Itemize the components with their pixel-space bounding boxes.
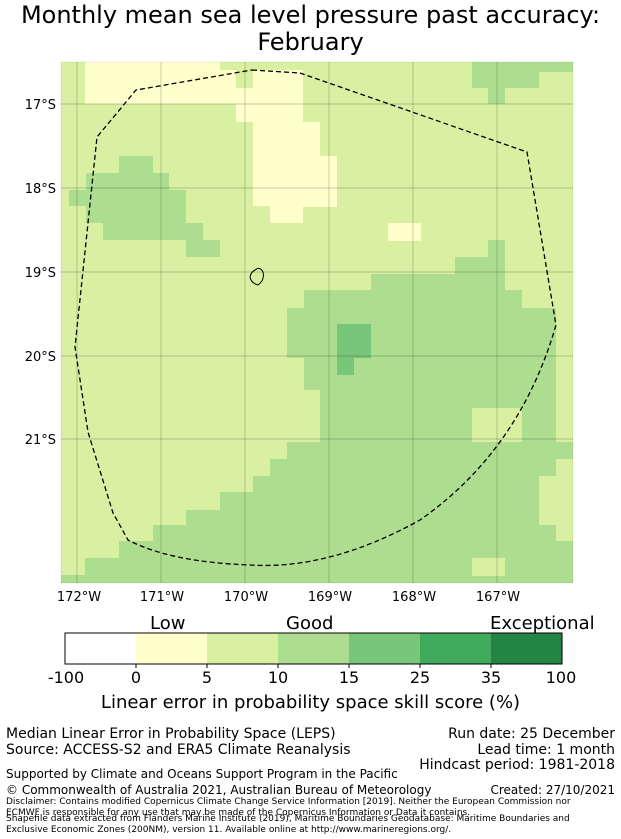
lon-label: 171°W bbox=[140, 590, 184, 605]
colorbar-label: Linear error in probability space skill … bbox=[100, 692, 521, 713]
region-better-west bbox=[69, 156, 220, 257]
lon-label: 169°W bbox=[308, 590, 352, 605]
colorbar-tick: 15 bbox=[338, 668, 360, 687]
colorbar-tick: -100 bbox=[47, 668, 85, 687]
lat-label: 19°S bbox=[25, 266, 56, 281]
eez-boundary bbox=[74, 69, 557, 567]
footer-disclaimer: Disclaimer: Contains modified Copernicus… bbox=[6, 797, 571, 818]
region-low-nw-notch bbox=[85, 62, 130, 72]
island-outline bbox=[249, 267, 264, 286]
colorbar-tick: 5 bbox=[201, 668, 213, 687]
colorbar-segment bbox=[207, 633, 278, 664]
latitude-labels: 17°S 18°S 19°S 20°S 21°S bbox=[25, 98, 56, 448]
longitude-labels: 172°W 171°W 170°W 169°W 168°W 167°W bbox=[57, 590, 520, 605]
lat-label: 18°S bbox=[25, 182, 56, 197]
lat-label: 17°S bbox=[25, 98, 56, 113]
lon-label: 170°W bbox=[224, 590, 268, 605]
lon-label: 168°W bbox=[392, 590, 436, 605]
region-low-north bbox=[85, 62, 337, 223]
lon-label: 167°W bbox=[476, 590, 520, 605]
footer-metric: Median Linear Error in Probability Space… bbox=[6, 726, 336, 742]
colorbar-word-low: Low bbox=[150, 613, 186, 634]
colorbar-tick: 25 bbox=[409, 668, 431, 687]
colorbar-word-good: Good bbox=[286, 613, 334, 634]
colorbar-segment bbox=[136, 633, 207, 664]
region-verygood-patch bbox=[337, 324, 371, 375]
colorbar-tick: 0 bbox=[130, 668, 142, 687]
footer-run-date: Run date: 25 December bbox=[448, 726, 615, 742]
footer-support: Supported by Climate and Oceans Support … bbox=[6, 767, 398, 781]
region-better-ne bbox=[472, 62, 573, 104]
footer-copyright: © Commonwealth of Australia 2021, Austra… bbox=[6, 783, 432, 797]
colorbar-segment bbox=[491, 633, 562, 664]
graticule bbox=[61, 62, 573, 583]
colorbar-segment bbox=[420, 633, 491, 664]
region-good-notch-sw bbox=[472, 558, 505, 576]
map-title-line2: February bbox=[257, 28, 364, 56]
region-good-edge-se2 bbox=[539, 476, 556, 525]
colorbar-segment bbox=[278, 633, 349, 664]
colorbar bbox=[64, 632, 563, 668]
footer-lead-time: Lead time: 1 month bbox=[477, 742, 615, 758]
footer-shapefile: Shapefile data extracted from Flanders M… bbox=[6, 814, 570, 835]
lat-label: 20°S bbox=[25, 350, 56, 365]
colorbar-segment bbox=[65, 633, 136, 664]
colorbar-segment bbox=[349, 633, 420, 664]
colorbar-tick: 100 bbox=[545, 668, 577, 687]
map-frame bbox=[60, 61, 574, 584]
region-good-edge-se bbox=[556, 459, 573, 541]
map-title-line1: Monthly mean sea level pressure past acc… bbox=[20, 1, 601, 29]
lon-label: 172°W bbox=[57, 590, 101, 605]
footer-hindcast: Hindcast period: 1981-2018 bbox=[419, 757, 615, 773]
colorbar-tick: 10 bbox=[267, 668, 289, 687]
colorbar-word-exceptional: Exceptional bbox=[490, 613, 595, 634]
region-low-small bbox=[388, 223, 421, 241]
region-better-south bbox=[61, 240, 573, 583]
colorbar-tick: 35 bbox=[480, 668, 502, 687]
footer-source: Source: ACCESS-S2 and ERA5 Climate Reana… bbox=[6, 742, 351, 758]
skill-score-grid bbox=[61, 62, 573, 583]
colorbar-frame bbox=[64, 632, 563, 665]
footer-created: Created: 27/10/2021 bbox=[490, 783, 615, 797]
region-good-notch-se bbox=[472, 408, 522, 442]
lat-label: 21°S bbox=[25, 433, 56, 448]
